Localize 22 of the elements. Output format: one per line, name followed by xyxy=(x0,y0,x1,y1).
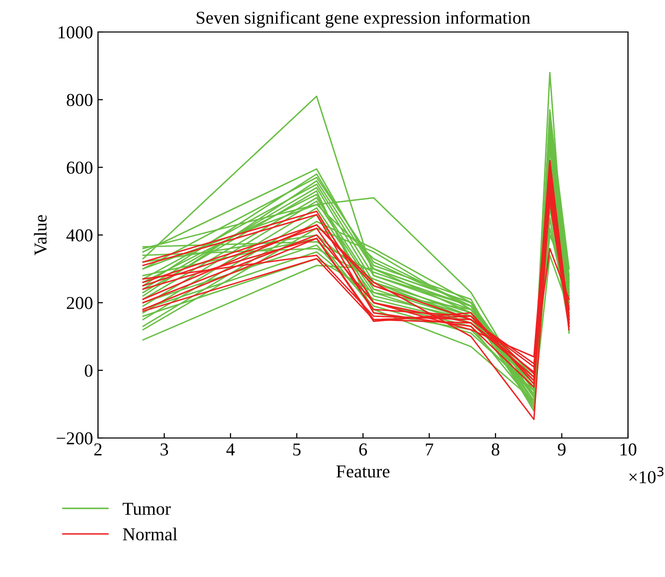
x-tick-label: 3 xyxy=(160,443,168,456)
y-tick-label: −200 xyxy=(56,432,92,444)
y-tick-label: 0 xyxy=(84,364,92,377)
y-tick-label: 800 xyxy=(66,94,92,106)
x-tick-label: 5 xyxy=(293,444,301,456)
legend-label: Tumor xyxy=(122,502,171,515)
x-tick-label: 7 xyxy=(426,444,434,456)
y-axis-title: Value xyxy=(34,215,47,256)
x-tick-label: 10 xyxy=(620,443,636,456)
x-tick-label: 4 xyxy=(226,444,235,456)
x-tick-label: 6 xyxy=(359,443,367,456)
text: ×10$^{3}$ xyxy=(629,466,664,484)
y-tick-label: 600 xyxy=(66,162,92,174)
y-tick-label: 200 xyxy=(66,296,92,310)
x-axis-title: Feature xyxy=(336,465,390,478)
y-tick-label: 1000 xyxy=(58,26,92,38)
x-tick-label: 8 xyxy=(492,443,500,456)
x-tick-label: 9 xyxy=(558,443,566,456)
legend-label: Normal xyxy=(122,528,178,540)
x-tick-label: 2 xyxy=(94,443,102,456)
chart-title: Seven significant gene expression information xyxy=(196,10,530,28)
y-tick-label: 400 xyxy=(66,229,92,242)
